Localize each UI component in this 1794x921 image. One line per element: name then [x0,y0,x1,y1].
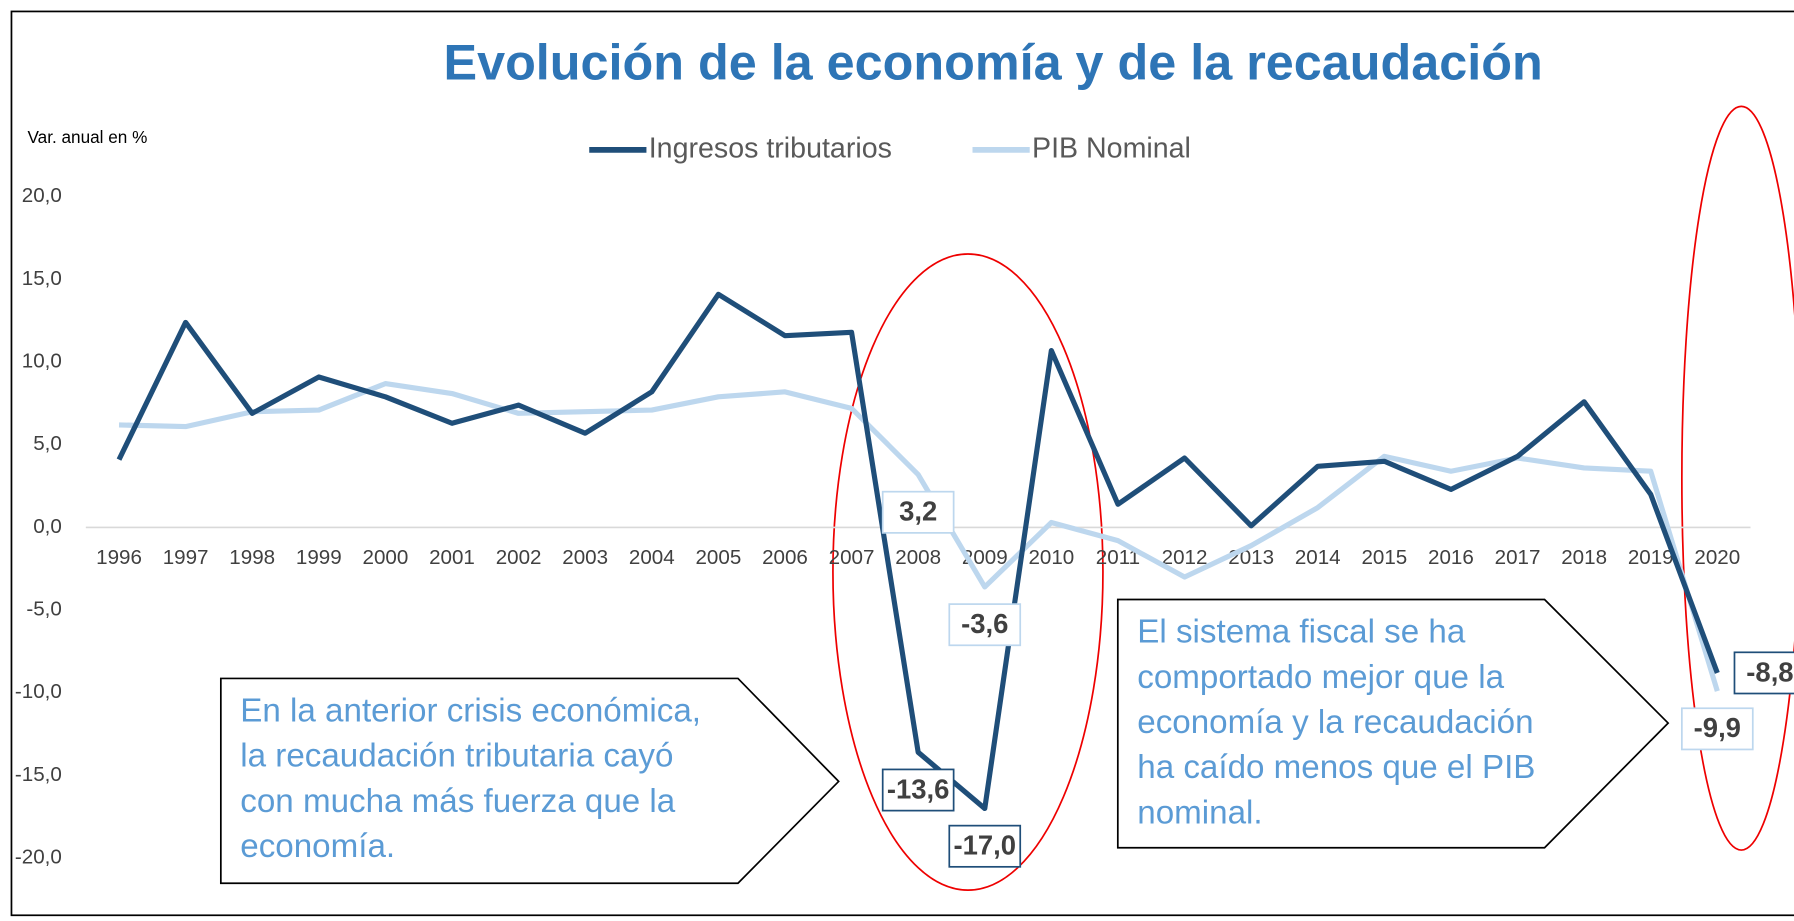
value-label: 3,2 [899,496,937,527]
data-line [116,291,1720,812]
x-tick-label: 2015 [1361,546,1407,569]
x-tick-label: 2016 [1428,546,1474,569]
annotation-text: El sistema fiscal se ha [1137,614,1466,651]
annotation-text: nominal. [1137,794,1262,831]
callout-box [1116,598,1670,849]
annotation-text: con mucha más fuerza que la [240,783,676,820]
highlight-ellipse [832,253,1104,891]
x-tick-label: 2014 [1295,546,1341,569]
legend-label: PIB Nominal [1032,132,1191,164]
x-tick-label: 2003 [562,546,608,569]
x-tick-label: 2000 [363,546,409,569]
callout-box [219,677,840,885]
highlight-ellipse [1681,105,1794,851]
value-label-box [948,603,1022,647]
x-tick-label: 1998 [229,546,275,569]
y-tick-label: 20,0 [22,184,62,207]
annotation-text: comportado mejor que la [1137,659,1504,696]
y-axis-label: Var. anual en % [27,127,147,147]
chart-title: Evolución de la economía y de la recauda… [444,34,1543,91]
frame [10,10,1794,917]
y-tick-label: -5,0 [26,598,61,621]
data-line [118,381,1720,692]
value-label-box [1680,707,1754,751]
x-tick-label: 2008 [895,546,941,569]
x-tick-label: 2002 [496,546,542,569]
annotation-text: ha caído menos que el PIB [1137,749,1535,786]
legend-label: Ingresos tributarios [649,132,892,164]
x-tick-label: 2004 [629,546,675,569]
x-tick-label: 2020 [1694,546,1740,569]
value-label: -3,6 [961,608,1008,639]
x-tick-label: 2013 [1228,546,1274,569]
value-label: -9,9 [1694,712,1741,743]
value-label-box [881,768,955,812]
x-tick-label: 1997 [163,546,209,569]
x-tick-label: 2019 [1628,546,1674,569]
x-tick-label: 2011 [1096,546,1140,569]
value-label: -17,0 [953,830,1016,861]
x-tick-label: 2010 [1028,546,1074,569]
value-label-box [1733,651,1794,695]
y-tick-label: -15,0 [15,763,62,786]
y-tick-label: 5,0 [33,432,62,455]
annotation-text: economía. [240,828,395,865]
y-tick-label: 15,0 [22,267,62,290]
x-tick-label: 2001 [429,546,475,569]
y-tick-label: -10,0 [15,680,62,703]
value-label-box [881,490,955,534]
y-tick-label: 10,0 [22,350,62,373]
x-tick-label: 2006 [762,546,808,569]
x-tick-label: 2018 [1561,546,1607,569]
x-tick-label: 2012 [1162,546,1208,569]
annotation-text: economía y la recaudación [1137,704,1533,741]
annotation-text: la recaudación tributaria cayó [240,738,673,775]
x-tick-label: 1999 [296,546,342,569]
y-tick-label: 0,0 [33,515,62,538]
value-label: -8,8 [1746,656,1793,687]
y-tick-label: -20,0 [15,846,62,869]
x-tick-label: 2005 [695,546,741,569]
value-label-box [948,824,1022,868]
x-tick-label: 1996 [96,546,142,569]
value-label: -13,6 [887,773,950,804]
annotation-text: En la anterior crisis económica, [240,693,701,730]
x-tick-label: 2007 [829,546,875,569]
x-tick-label: 2017 [1495,546,1541,569]
